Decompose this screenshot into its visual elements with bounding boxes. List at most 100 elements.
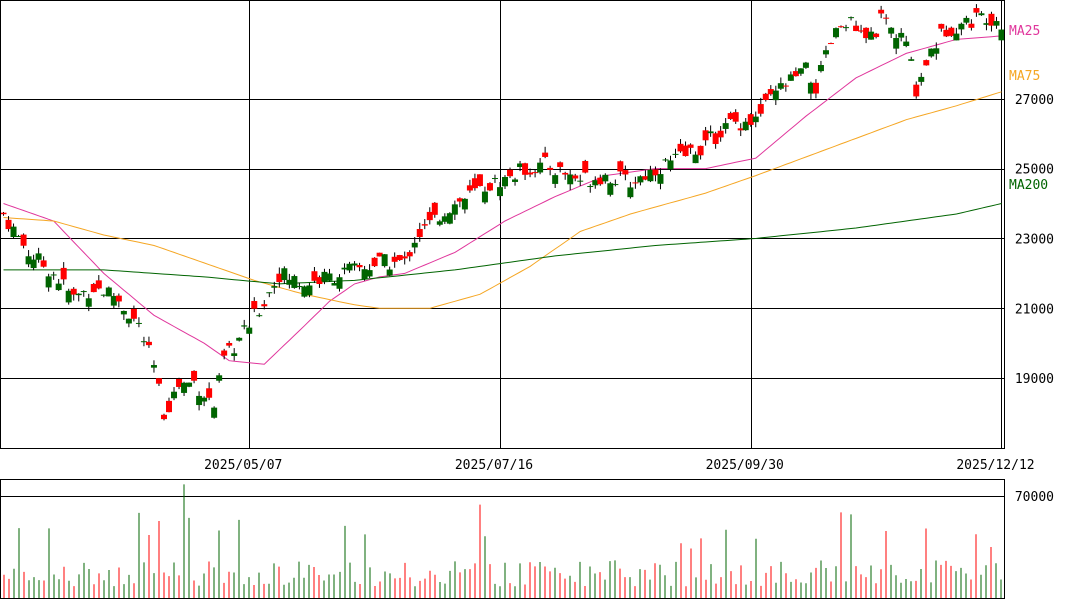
candle-body (181, 382, 188, 393)
candle-body (747, 114, 754, 125)
candle-body (838, 26, 845, 28)
candle-body (346, 263, 353, 271)
candle-body (572, 175, 579, 179)
candle-body (903, 41, 910, 47)
candle-body (722, 123, 729, 129)
price-panel-border (0, 0, 1005, 449)
candle-body (532, 172, 539, 174)
candle-body (767, 89, 774, 95)
candle-body (336, 277, 343, 289)
candle-body (296, 286, 303, 288)
candle-body (752, 116, 759, 123)
candle-body (893, 38, 900, 49)
candle-body (587, 186, 594, 188)
ma-label-ma75: MA75 (1009, 69, 1040, 84)
candle-body (50, 274, 57, 276)
candle-body (742, 121, 749, 131)
candle-body (55, 283, 62, 291)
date-axis-labels: 2025/05/07 2025/07/16 2025/09/30 2025/12/12 (204, 458, 1035, 473)
candle-body (522, 163, 529, 175)
volume-panel-border (0, 479, 1005, 599)
candle-body (366, 270, 373, 277)
candle-body (20, 234, 27, 246)
candle-body (150, 365, 157, 368)
candle-body (426, 211, 433, 221)
candle-body (130, 308, 137, 319)
candle-body (411, 242, 418, 248)
candle-body (191, 370, 198, 381)
volume-tick-label: 70000 (1015, 490, 1054, 505)
candle-body (186, 382, 193, 387)
ma-label-ma25: MA25 (1009, 24, 1040, 39)
candle-body (261, 304, 268, 307)
candle-body (923, 60, 930, 66)
candle-body (356, 265, 363, 268)
candle-body (110, 296, 117, 306)
candle-body (381, 254, 388, 267)
candle-body (973, 8, 980, 13)
candle-body (667, 160, 674, 170)
ma-line-ma25 (3, 35, 1002, 365)
candles (0, 4, 1005, 421)
candle-body (637, 176, 644, 183)
candle-body (406, 252, 413, 257)
candle-body (441, 216, 448, 222)
candle-body (176, 378, 183, 387)
candle-body (672, 153, 679, 155)
candle-body (140, 341, 147, 343)
candle-body (45, 276, 52, 288)
candle-body (827, 43, 834, 45)
candle-body (281, 268, 288, 281)
candle-body (496, 187, 503, 197)
candle-body (120, 310, 127, 315)
candle-body (577, 180, 584, 182)
candle-body (486, 183, 493, 191)
ma-line-ma200 (3, 203, 1002, 285)
candle-body (371, 257, 378, 267)
candle-body (692, 154, 699, 164)
candle-body (687, 144, 694, 148)
candle-body (968, 23, 975, 28)
candle-body (657, 174, 664, 184)
candle-body (802, 62, 809, 68)
ma-label-ma200: MA200 (1009, 178, 1048, 193)
candle-body (25, 256, 32, 265)
candle-body (632, 182, 639, 184)
moving-average-legend: MA25 MA75 MA200 (1009, 24, 1048, 193)
candle-body (782, 85, 789, 87)
candle-body (135, 322, 142, 324)
candle-body (201, 397, 208, 402)
candle-body (958, 23, 965, 30)
candle-body (75, 293, 82, 296)
candle-body (196, 395, 203, 406)
candle-body (557, 162, 564, 167)
candle-body (491, 178, 498, 180)
candle-body (396, 255, 403, 261)
candle-body (431, 202, 438, 215)
candle-body (807, 82, 814, 94)
candle-body (517, 163, 524, 167)
candle-body (737, 128, 744, 131)
candle-body (451, 204, 458, 215)
candle-body (291, 276, 298, 288)
candle-body (115, 295, 122, 302)
candle-body (853, 25, 860, 32)
candle-body (993, 21, 1000, 26)
volume-bars (3, 484, 1002, 598)
candle-body (266, 292, 273, 294)
candle-body (60, 267, 67, 280)
moving-average-lines (3, 35, 1002, 365)
candle-body (913, 84, 920, 97)
candle-body (702, 130, 709, 141)
candle-body (155, 378, 162, 384)
ma-line-ma75 (3, 91, 1002, 309)
candle-body (251, 301, 258, 309)
candle-body (878, 9, 885, 14)
candle-body (331, 283, 338, 286)
date-tick-label: 2025/07/16 (455, 458, 533, 473)
candle-body (351, 263, 358, 266)
candle-body (727, 113, 734, 120)
candle-body (40, 260, 47, 267)
date-tick-label: 2025/09/30 (706, 458, 784, 473)
